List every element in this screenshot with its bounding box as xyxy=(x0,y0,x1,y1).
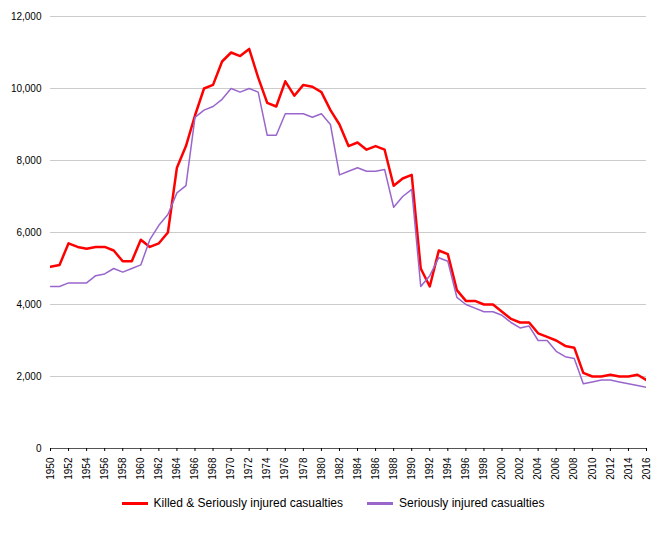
html-text:Seriously injured casualties: Seriously injured casualties xyxy=(399,496,545,510)
svg-text:0: 0 xyxy=(36,443,42,454)
svg-text:12,000: 12,000 xyxy=(11,11,42,22)
svg-text:1972: 1972 xyxy=(243,457,254,480)
svg-text:2008: 2008 xyxy=(568,457,579,480)
svg-text:1960: 1960 xyxy=(135,457,146,480)
svg-text:2006: 2006 xyxy=(550,457,561,480)
svg-text:1994: 1994 xyxy=(442,457,453,480)
svg-text:1976: 1976 xyxy=(279,457,290,480)
svg-text:2016: 2016 xyxy=(641,457,652,480)
svg-text:2000: 2000 xyxy=(496,457,507,480)
svg-text:1982: 1982 xyxy=(334,457,345,480)
svg-text:1964: 1964 xyxy=(171,457,182,480)
svg-text:10,000: 10,000 xyxy=(11,83,42,94)
svg-text:2,000: 2,000 xyxy=(16,371,41,382)
svg-text:2002: 2002 xyxy=(514,457,525,480)
svg-text:1984: 1984 xyxy=(352,457,363,480)
svg-text:2014: 2014 xyxy=(623,457,634,480)
svg-text:1978: 1978 xyxy=(298,457,309,480)
svg-text:1962: 1962 xyxy=(153,457,164,480)
svg-text:2004: 2004 xyxy=(532,457,543,480)
svg-text:1966: 1966 xyxy=(189,457,200,480)
svg-text:1980: 1980 xyxy=(316,457,327,480)
svg-text:1954: 1954 xyxy=(81,457,92,480)
svg-text:1956: 1956 xyxy=(99,457,110,480)
svg-text:1974: 1974 xyxy=(261,457,272,480)
svg-text:2012: 2012 xyxy=(605,457,616,480)
svg-text:1996: 1996 xyxy=(460,457,471,480)
svg-text:4,000: 4,000 xyxy=(16,299,41,310)
svg-text:1998: 1998 xyxy=(478,457,489,480)
svg-text:6,000: 6,000 xyxy=(16,227,41,238)
svg-text:1990: 1990 xyxy=(406,457,417,480)
svg-text:1950: 1950 xyxy=(45,457,56,480)
svg-text:8,000: 8,000 xyxy=(16,155,41,166)
svg-text:1952: 1952 xyxy=(63,457,74,480)
svg-text:1958: 1958 xyxy=(117,457,128,480)
svg-text:2010: 2010 xyxy=(587,457,598,480)
svg-text:1988: 1988 xyxy=(388,457,399,480)
svg-text:1992: 1992 xyxy=(424,457,435,480)
html-text:Killed & Seriously injured cas: Killed & Seriously injured casualties xyxy=(153,496,343,510)
svg-text:1970: 1970 xyxy=(225,457,236,480)
svg-text:1986: 1986 xyxy=(370,457,381,480)
svg-text:1968: 1968 xyxy=(207,457,218,480)
